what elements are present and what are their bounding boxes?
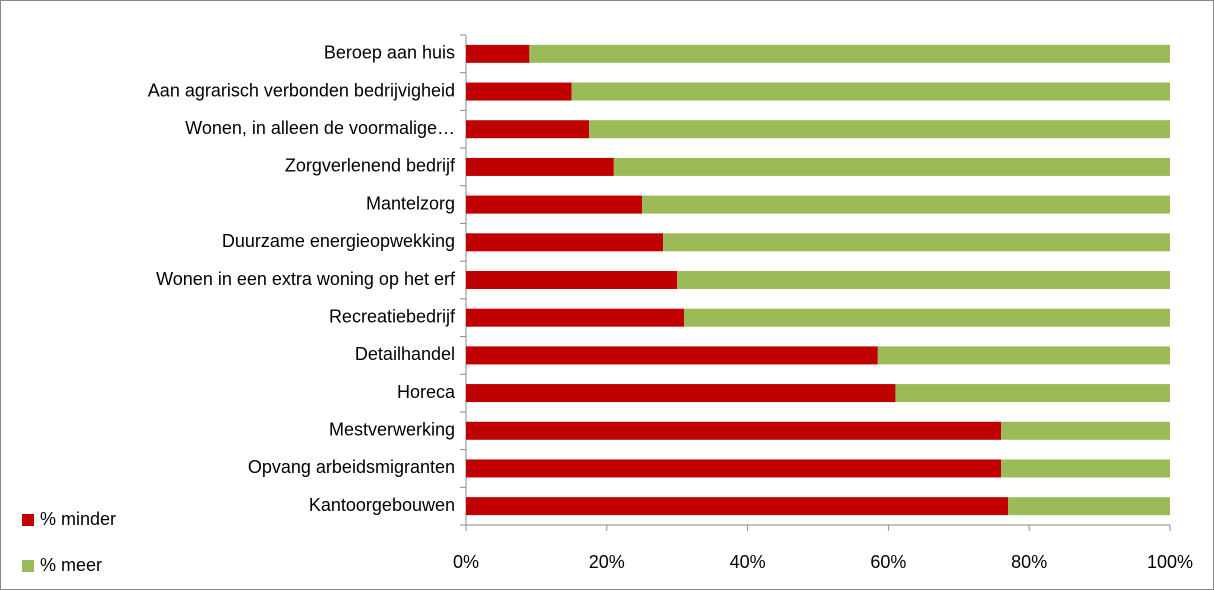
category-label: Mestverwerking [329,420,455,440]
bar-segment [1001,421,1170,440]
x-tick-label: 40% [730,552,766,572]
x-tick-label: 20% [589,552,625,572]
bar-segment [466,157,614,176]
bar-segment [466,120,590,139]
category-label: Aan agrarisch verbonden bedrijvigheid [148,80,455,100]
bar-segment [466,233,664,252]
legend-swatch [22,560,34,572]
bar-segment [895,384,1170,403]
bar-segment [589,120,1170,139]
category-label: Recreatiebedrijf [329,306,456,326]
bar-segment [466,44,530,63]
x-tick-label: 100% [1147,552,1193,572]
bar-segment [642,195,1170,214]
category-label: Mantelzorg [366,193,455,213]
category-label: Kantoorgebouwen [309,495,455,515]
bar-segment [466,384,896,403]
bar-segment [466,308,685,327]
category-label: Zorgverlenend bedrijf [285,156,456,176]
bar-segment [663,233,1170,252]
bar-segment [466,459,1002,478]
bar-segment [571,82,1170,101]
category-label: Horeca [397,382,456,402]
bar-segment [466,497,1009,516]
bar-segment [466,346,878,365]
category-label: Opvang arbeidsmigranten [248,457,455,477]
category-label: Detailhandel [355,344,455,364]
category-label: Beroep aan huis [324,43,455,63]
x-tick-label: 80% [1011,552,1047,572]
x-tick-label: 60% [870,552,906,572]
bar-segment [529,44,1170,63]
legend-swatch [22,514,34,526]
bar-segment [466,195,642,214]
bar-segment [877,346,1170,365]
legend-label: % meer [40,555,102,575]
legend-label: % minder [40,509,116,529]
bar-segment [466,421,1002,440]
bar-segment [1001,459,1170,478]
bar-segment [613,157,1170,176]
bar-segment [1008,497,1170,516]
bar-segment [466,82,572,101]
category-label: Wonen in een extra woning op het erf [156,269,456,289]
category-label: Duurzame energieopwekking [222,231,455,251]
bar-segment [466,271,678,289]
bar-segment [684,308,1170,327]
bar-segment [677,271,1170,289]
category-label: Wonen, in alleen de voormalige… [185,118,455,138]
x-tick-label: 0% [453,552,479,572]
